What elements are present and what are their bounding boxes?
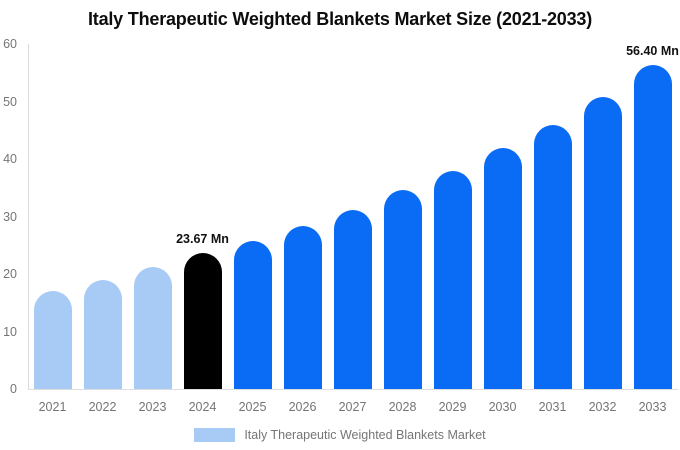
bar-2029[interactable] xyxy=(433,170,472,389)
bar-2023[interactable] xyxy=(133,267,172,389)
y-tick-label: 50 xyxy=(3,94,17,109)
x-tick-label: 2031 xyxy=(538,400,567,414)
x-axis-line xyxy=(28,389,678,390)
bar-2021[interactable] xyxy=(33,291,72,389)
value-label: 23.67 Mn xyxy=(176,231,229,246)
x-tick-label: 2030 xyxy=(488,400,517,414)
bar-2032[interactable] xyxy=(583,97,622,389)
x-tick-label: 2024 xyxy=(188,400,217,414)
y-tick-label: 40 xyxy=(3,152,17,166)
x-tick-label: 2028 xyxy=(388,400,417,414)
x-tick-label: 2022 xyxy=(88,400,117,414)
legend-item-label[interactable]: Italy Therapeutic Weighted Blankets Mark… xyxy=(244,428,486,442)
y-tick-label: 10 xyxy=(3,324,17,339)
x-tick-label: 2021 xyxy=(38,400,67,414)
y-tick-label: 20 xyxy=(3,267,17,281)
bar-2031[interactable] xyxy=(533,124,572,389)
bar-2028[interactable] xyxy=(383,190,422,389)
x-tick-label: 2023 xyxy=(138,400,167,414)
legend: Italy Therapeutic Weighted Blankets Mark… xyxy=(0,426,680,444)
value-label: 56.40 Mn xyxy=(626,43,679,58)
bar-2022[interactable] xyxy=(83,279,122,389)
x-tick-label: 2033 xyxy=(638,400,667,414)
y-tick-label: 60 xyxy=(3,37,17,51)
bar-2027[interactable] xyxy=(333,209,372,389)
bar-2025[interactable] xyxy=(233,240,272,389)
y-tick-label: 0 xyxy=(10,382,17,396)
x-tick-label: 2029 xyxy=(438,400,467,414)
bar-2033[interactable] xyxy=(633,64,672,389)
bar-2026[interactable] xyxy=(283,225,322,389)
x-tick-label: 2025 xyxy=(238,400,267,414)
bar-2024[interactable] xyxy=(183,252,222,389)
legend-swatch[interactable] xyxy=(194,428,236,442)
y-axis-line xyxy=(28,44,29,389)
x-tick-label: 2027 xyxy=(338,400,367,414)
x-tick-label: 2026 xyxy=(288,400,317,414)
y-tick-label: 30 xyxy=(3,209,17,224)
x-tick-label: 2032 xyxy=(588,400,617,414)
bar-2030[interactable] xyxy=(483,147,522,389)
chart-title: Italy Therapeutic Weighted Blankets Mark… xyxy=(87,9,593,29)
